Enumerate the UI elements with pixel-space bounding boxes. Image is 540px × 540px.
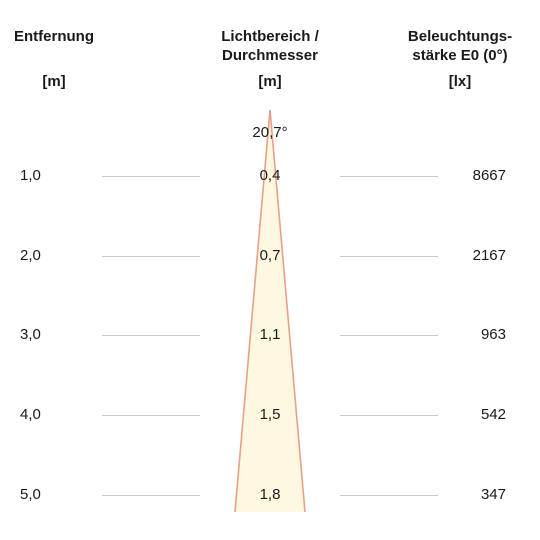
illuminance-unit: [lx]	[390, 72, 530, 91]
distance-header: Entfernung	[0, 27, 108, 46]
row-divider-right	[340, 256, 438, 257]
light-cone	[235, 110, 305, 512]
row-divider-right	[340, 176, 438, 177]
distance-unit-label: [m]	[42, 73, 66, 90]
beam-unit: [m]	[200, 72, 340, 91]
illuminance-value: 347	[480, 486, 506, 503]
illuminance-header: Beleuchtungs- stärke E0 (0°)	[390, 27, 530, 65]
row-divider-left	[102, 176, 200, 177]
row-divider-left	[102, 256, 200, 257]
beam-header-line2: Durchmesser	[222, 47, 318, 64]
cone-edge-left	[234, 109, 271, 513]
diameter-value: 1,5	[259, 406, 281, 423]
illuminance-header-line2: stärke E0 (0°)	[412, 47, 508, 64]
distance-value: 3,0	[20, 326, 41, 343]
cone-edge-right	[269, 109, 306, 513]
beam-header: Lichtbereich / Durchmesser	[200, 27, 340, 65]
illuminance-value: 542	[480, 406, 506, 423]
distance-value: 1,0	[20, 167, 41, 184]
row-divider-left	[102, 495, 200, 496]
illuminance-value: 963	[480, 326, 506, 343]
diameter-value: 0,7	[259, 247, 281, 264]
diameter-value: 1,1	[259, 326, 281, 343]
illuminance-value: 8667	[472, 167, 506, 184]
beam-header-line1: Lichtbereich /	[221, 28, 319, 45]
beam-angle-label: 20,7°	[252, 124, 288, 141]
distance-value: 2,0	[20, 247, 41, 264]
illuminance-header-line1: Beleuchtungs-	[407, 28, 513, 45]
row-divider-left	[102, 335, 200, 336]
row-divider-right	[340, 415, 438, 416]
illuminance-value: 2167	[472, 247, 506, 264]
beam-unit-label: [m]	[258, 73, 282, 90]
row-divider-right	[340, 495, 438, 496]
diameter-value: 0,4	[259, 167, 281, 184]
row-divider-right	[340, 335, 438, 336]
distance-value: 5,0	[20, 486, 41, 503]
diameter-value: 1,8	[259, 486, 281, 503]
distance-value: 4,0	[20, 406, 41, 423]
distance-unit: [m]	[0, 72, 108, 91]
distance-header-title: Entfernung	[14, 28, 94, 45]
row-divider-left	[102, 415, 200, 416]
illuminance-unit-label: [lx]	[448, 73, 472, 90]
